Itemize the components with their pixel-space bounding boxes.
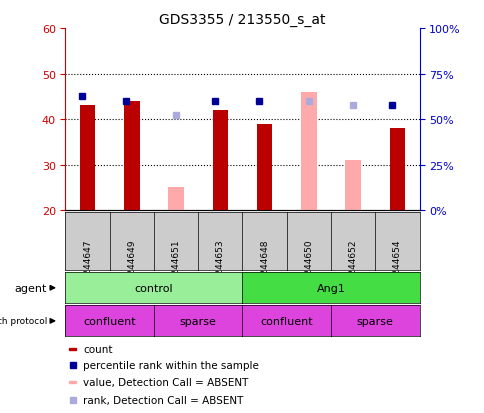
Text: GSM244647: GSM244647 [83,239,92,293]
Text: GSM244649: GSM244649 [127,239,136,293]
Text: confluent: confluent [260,316,313,326]
Text: GSM244650: GSM244650 [304,239,313,293]
Text: Ang1: Ang1 [316,283,345,293]
Text: GSM244648: GSM244648 [259,239,269,293]
Title: GDS3355 / 213550_s_at: GDS3355 / 213550_s_at [159,12,325,26]
Text: GSM244653: GSM244653 [215,239,225,293]
Text: count: count [83,344,112,354]
Bar [69,348,76,350]
Text: confluent: confluent [83,316,136,326]
Bar [389,129,404,211]
Bar [69,381,76,383]
Bar [345,161,360,211]
Bar [257,124,272,211]
Text: rank, Detection Call = ABSENT: rank, Detection Call = ABSENT [83,396,243,406]
Text: control: control [135,283,173,293]
Bar [301,93,316,211]
Text: growth protocol: growth protocol [0,317,47,325]
Text: GSM244651: GSM244651 [171,239,180,293]
Bar [80,106,95,211]
Bar [168,188,183,211]
Bar [212,111,227,211]
Text: agent: agent [15,283,47,293]
Bar [124,102,139,211]
Text: percentile rank within the sample: percentile rank within the sample [83,361,258,370]
Text: GSM244654: GSM244654 [392,239,401,293]
Text: value, Detection Call = ABSENT: value, Detection Call = ABSENT [83,377,248,387]
Text: sparse: sparse [180,316,216,326]
Text: GSM244652: GSM244652 [348,239,357,293]
Text: sparse: sparse [356,316,393,326]
